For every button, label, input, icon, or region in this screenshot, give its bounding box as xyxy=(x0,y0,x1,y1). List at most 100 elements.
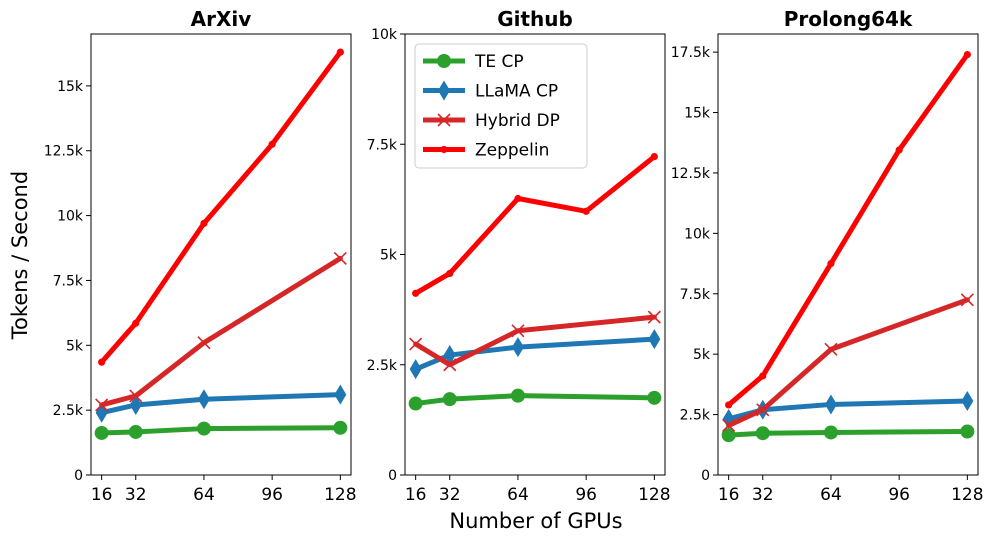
y-tick-label: 12.5k xyxy=(44,144,84,160)
data-point xyxy=(511,337,524,358)
series-llama-cp xyxy=(409,329,661,380)
data-point xyxy=(200,219,208,227)
y-tick-label: 10k xyxy=(371,27,398,43)
legend-marker xyxy=(437,54,451,68)
data-point xyxy=(725,401,733,409)
y-tick-label: 10k xyxy=(684,226,711,242)
series-te-cp xyxy=(721,424,975,443)
data-point xyxy=(961,391,974,412)
y-tick-label: 17.5k xyxy=(671,45,711,61)
y-tick-label: 2.5k xyxy=(53,403,84,419)
data-point xyxy=(721,428,736,443)
data-point xyxy=(756,403,770,417)
series-line xyxy=(726,429,970,438)
y-tick-label: 0 xyxy=(388,468,397,484)
data-point xyxy=(647,310,661,324)
series-line xyxy=(726,297,970,428)
series-line xyxy=(99,255,343,408)
legend-label: LLaMA CP xyxy=(475,82,558,102)
legend-label: Hybrid DP xyxy=(475,111,560,131)
data-point xyxy=(582,207,590,215)
y-tick-label: 5k xyxy=(693,347,711,363)
data-point xyxy=(409,337,423,351)
series-line xyxy=(99,425,343,436)
legend-entry: Zeppelin xyxy=(423,141,549,161)
legend-box xyxy=(414,43,588,169)
y-tick-label: 15k xyxy=(684,106,711,122)
legend-entry: LLaMA CP xyxy=(423,80,558,102)
data-point xyxy=(895,146,903,154)
series-te-cp xyxy=(408,388,662,411)
data-point xyxy=(334,384,347,405)
series-line xyxy=(726,398,970,422)
legend-entry: TE CP xyxy=(423,52,524,72)
series-hybrid-dp xyxy=(409,310,661,372)
data-point xyxy=(129,389,143,403)
data-point xyxy=(514,194,522,203)
x-tick-label: 64 xyxy=(193,485,215,505)
legend-marker xyxy=(438,80,450,101)
series-line xyxy=(413,336,657,372)
data-point xyxy=(98,358,106,366)
data-point xyxy=(960,293,974,307)
data-point xyxy=(827,259,835,268)
chart-panel-0: ArXiv 16 32 64 96 128 0 2.5k 5k 7.5k 10k 12.5k 15k xyxy=(44,7,357,505)
plot-frame xyxy=(717,33,979,476)
data-point xyxy=(197,389,210,410)
data-point xyxy=(442,392,457,407)
data-point xyxy=(443,358,457,372)
series-line xyxy=(99,49,343,365)
data-point xyxy=(333,420,348,435)
series-line xyxy=(413,393,657,407)
data-point xyxy=(446,269,454,278)
legend-marker xyxy=(437,113,451,127)
x-axis-label: Number of GPUs xyxy=(449,509,622,533)
y-tick-label: 5k xyxy=(66,338,84,354)
y-axis-label: Tokens / Second xyxy=(8,171,32,340)
y-tick-label: 7.5k xyxy=(53,273,84,289)
series-line xyxy=(726,52,970,408)
plot-frame xyxy=(404,33,666,476)
x-tick-label: 16 xyxy=(405,485,427,505)
x-tick-label: 32 xyxy=(752,485,774,505)
y-tick-label: 0 xyxy=(701,468,710,484)
series-line xyxy=(99,392,343,416)
chart-panel-2: Prolong64k 16 32 64 96 128 0 2.5k 5k 7.5k 10k 12.5k… xyxy=(671,7,984,505)
y-tick-label: 7.5k xyxy=(680,287,711,303)
data-point xyxy=(963,50,971,59)
data-point xyxy=(759,372,767,380)
data-point xyxy=(412,289,420,297)
y-tick-label: 2.5k xyxy=(367,358,398,374)
series-zeppelin xyxy=(98,48,344,366)
data-point xyxy=(824,394,837,415)
x-tick-label: 16 xyxy=(91,485,113,505)
data-point xyxy=(722,418,736,433)
data-point xyxy=(823,425,838,440)
x-tick-label: 96 xyxy=(575,485,597,505)
legend-label: TE CP xyxy=(474,52,524,72)
x-tick-label: 96 xyxy=(261,485,283,505)
chart-title: Prolong64k xyxy=(784,7,913,31)
legend-entry: Hybrid DP xyxy=(423,111,560,131)
x-tick-label: 128 xyxy=(951,485,983,505)
data-point xyxy=(647,390,662,405)
y-tick-label: 15k xyxy=(57,79,84,95)
data-point xyxy=(333,251,347,265)
chart-title: Github xyxy=(497,7,573,31)
data-point xyxy=(132,319,140,327)
y-tick-label: 0 xyxy=(74,468,83,484)
data-point xyxy=(409,359,422,380)
chart-panel-1: Github 16 32 64 96 128 0 2.5k 5k 7.5k 10k TE CP LLaM… xyxy=(367,7,671,505)
data-point xyxy=(196,421,211,436)
series-te-cp xyxy=(94,420,348,440)
x-tick-label: 16 xyxy=(718,485,740,505)
data-point xyxy=(94,425,109,440)
data-point xyxy=(95,398,109,412)
data-point xyxy=(510,388,525,403)
data-point xyxy=(128,424,143,439)
data-point xyxy=(268,140,276,148)
x-tick-label: 128 xyxy=(324,485,356,505)
x-tick-label: 64 xyxy=(507,485,529,505)
